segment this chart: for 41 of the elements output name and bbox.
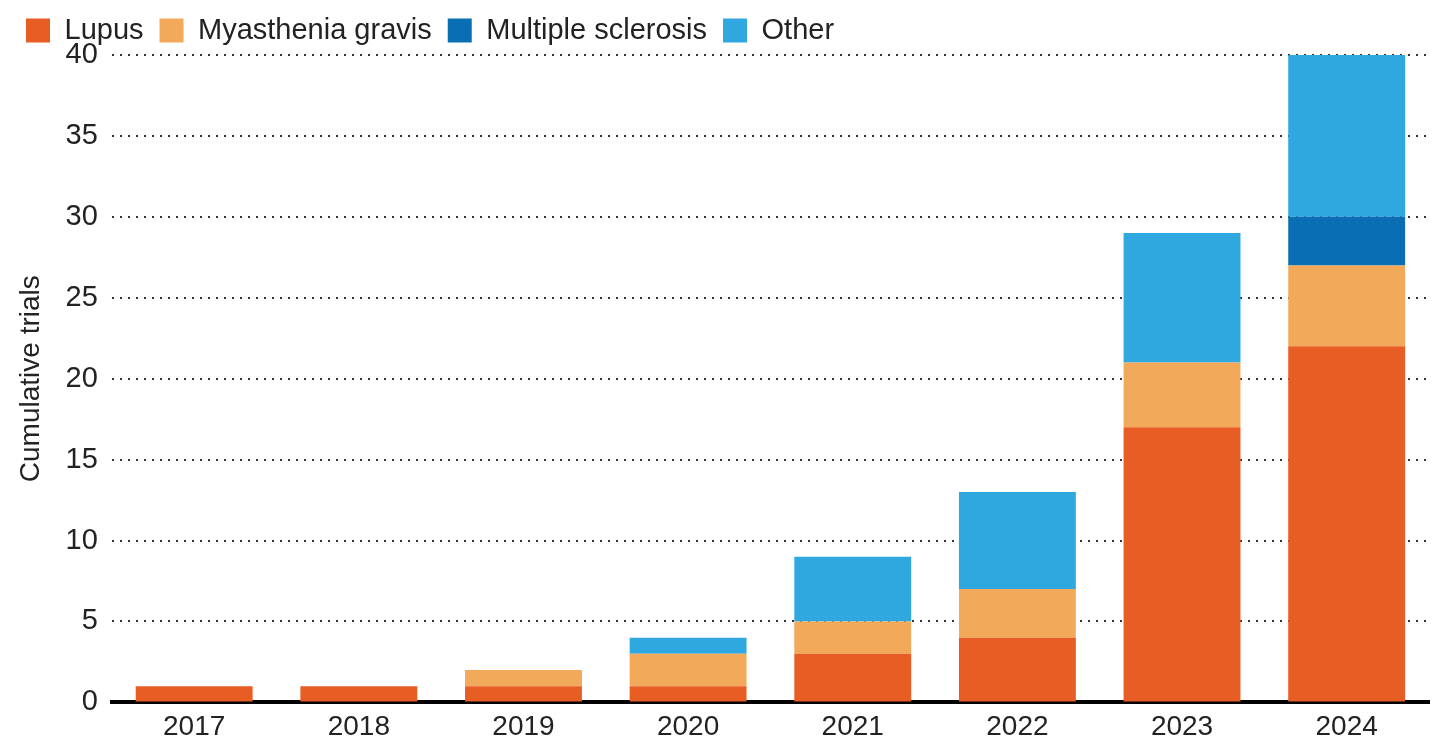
bar: [1288, 216, 1406, 266]
legend-label: Other: [761, 12, 835, 45]
y-tick-label: 5: [81, 603, 98, 636]
x-tick-label: 2019: [492, 709, 555, 741]
x-tick-label: 2024: [1315, 709, 1378, 741]
bar: [629, 637, 747, 654]
bar: [794, 653, 912, 702]
legend-label: Myasthenia gravis: [198, 12, 432, 45]
bar: [1288, 55, 1406, 217]
bar: [465, 670, 582, 687]
bar: [1123, 233, 1241, 363]
bar: [1123, 427, 1241, 702]
bar: [958, 637, 1076, 702]
bar: [1123, 362, 1241, 428]
x-tick-label: 2021: [821, 709, 884, 741]
y-tick-label: 0: [81, 684, 98, 717]
y-axis-title: Cumulative trials: [13, 275, 45, 483]
x-tick-label: 2023: [1150, 709, 1214, 741]
bar: [300, 686, 418, 702]
x-tick-label: 2022: [986, 709, 1049, 741]
bar: [1288, 346, 1406, 702]
x-tick-label: 2018: [327, 709, 390, 741]
legend-label: Multiple sclerosis: [486, 12, 708, 45]
bar: [629, 686, 747, 702]
y-tick-label: 25: [65, 279, 98, 312]
bar: [465, 686, 582, 702]
y-tick-label: 30: [65, 198, 98, 231]
x-tick-label: 2020: [656, 709, 720, 741]
bar: [958, 589, 1076, 638]
legend-label: Lupus: [64, 12, 144, 45]
bar: [794, 621, 912, 654]
bar: [958, 492, 1076, 590]
y-tick-label: 20: [65, 360, 98, 393]
y-tick-label: 10: [65, 522, 98, 555]
bar: [1288, 265, 1406, 347]
bar: [794, 556, 912, 622]
bar: [135, 686, 253, 702]
bar: [629, 653, 747, 687]
y-tick-label: 35: [65, 117, 98, 150]
y-tick-label: 15: [65, 441, 98, 474]
x-tick-label: 2017: [163, 709, 226, 741]
